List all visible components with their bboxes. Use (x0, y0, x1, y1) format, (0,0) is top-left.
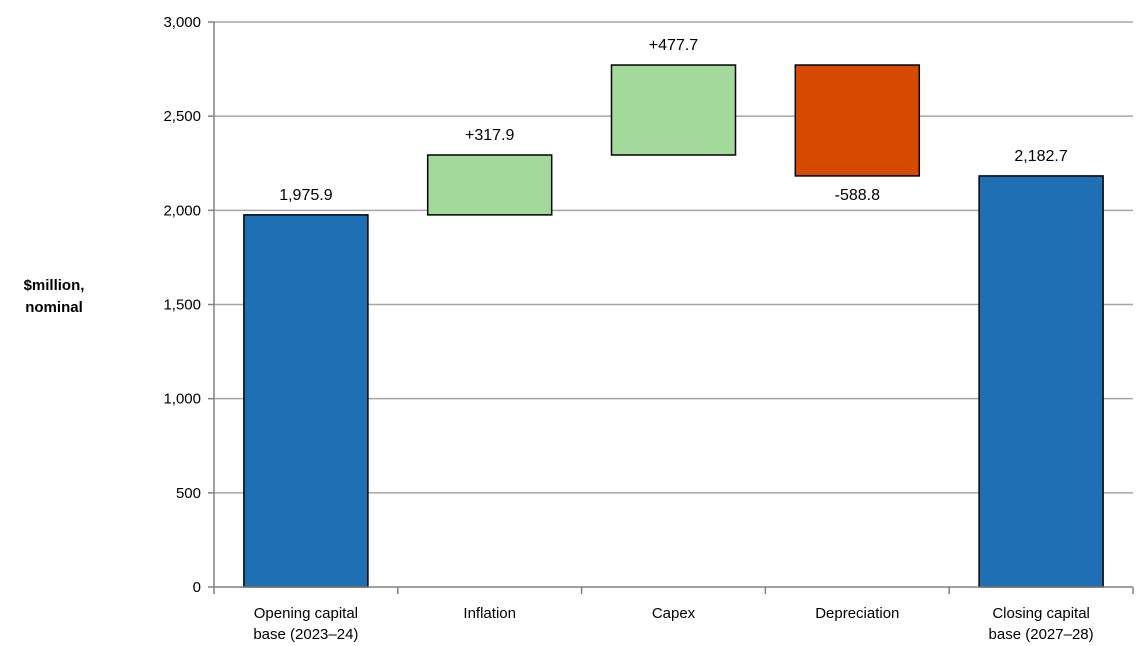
x-category-label: Depreciation (815, 605, 899, 622)
x-category-label: Closing capital base (2027–28) (989, 605, 1094, 643)
x-category-label: Inflation (463, 605, 516, 622)
y-tick-label: 1,000 (163, 391, 201, 408)
data-label: +317.9 (465, 127, 514, 144)
bar-decrease (794, 64, 921, 177)
x-category-label: Opening capital base (2023–24) (253, 605, 358, 643)
data-label: -588.8 (835, 187, 880, 204)
x-category-label: Capex (652, 605, 696, 622)
bar-total (243, 214, 369, 588)
bar-increase (426, 154, 553, 216)
axes (213, 22, 1134, 594)
data-labels: 1,975.9 +317.9 +477.7 -588.8 2,182.7 (279, 37, 1068, 204)
y-tick-label: 0 (193, 579, 201, 596)
data-label: 2,182.7 (1014, 148, 1067, 165)
bar-total (978, 175, 1104, 588)
y-tick-label: 500 (176, 485, 201, 502)
x-axis-categories: Opening capital base (2023–24) Inflation Ca… (253, 605, 1093, 643)
bars (243, 64, 1104, 588)
data-label: 1,975.9 (279, 187, 332, 204)
y-tick-label: 2,000 (163, 202, 201, 219)
y-axis-title: $million, nominal (24, 277, 85, 316)
y-axis-ticks: 0 500 1,000 1,500 2,000 2,500 3,000 (163, 14, 214, 596)
axis-titles: $million, nominal (24, 277, 85, 316)
y-tick-label: 2,500 (163, 108, 201, 125)
bar-increase (610, 64, 737, 156)
y-tick-label: 3,000 (163, 14, 201, 31)
y-tick-label: 1,500 (163, 297, 201, 314)
data-label: +477.7 (649, 37, 698, 54)
